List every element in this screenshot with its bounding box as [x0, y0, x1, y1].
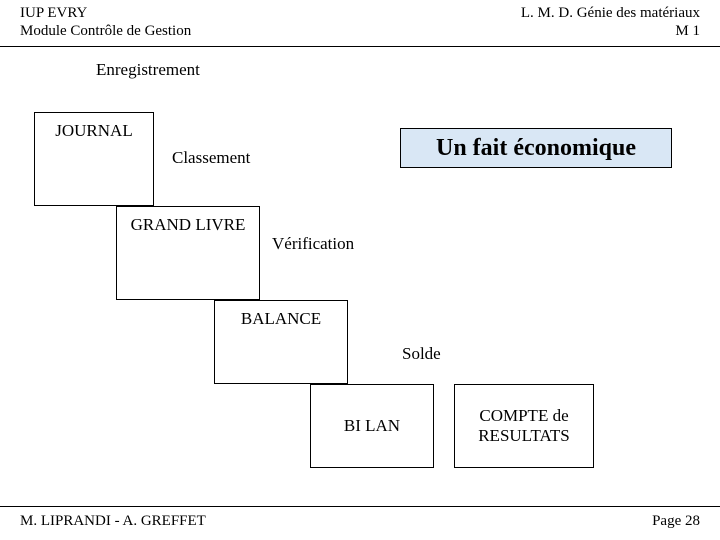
box-bilan-text: BI LAN	[344, 416, 400, 436]
header-right: L. M. D. Génie des matériaux M 1	[521, 4, 700, 40]
header: IUP EVRY Module Contrôle de Gestion L. M…	[0, 0, 720, 47]
header-left-line2: Module Contrôle de Gestion	[20, 22, 191, 40]
box-balance-text: BALANCE	[241, 309, 321, 329]
label-classement: Classement	[172, 148, 250, 168]
label-solde: Solde	[402, 344, 441, 364]
highlight-fait-economique: Un fait économique	[400, 128, 672, 168]
header-right-line1: L. M. D. Génie des matériaux	[521, 4, 700, 22]
highlight-text: Un fait économique	[436, 135, 636, 162]
box-bilan: BI LAN	[310, 384, 434, 468]
footer: M. LIPRANDI - A. GREFFET Page 28	[0, 506, 720, 540]
label-verification: Vérification	[272, 234, 354, 254]
box-compte-line2: RESULTATS	[478, 426, 570, 446]
box-compte-resultats: COMPTE de RESULTATS	[454, 384, 594, 468]
label-enregistrement: Enregistrement	[96, 60, 200, 80]
header-left-line1: IUP EVRY	[20, 4, 191, 22]
header-right-line2: M 1	[675, 22, 700, 40]
footer-left: M. LIPRANDI - A. GREFFET	[20, 513, 206, 530]
header-left: IUP EVRY Module Contrôle de Gestion	[20, 4, 191, 40]
box-journal: JOURNAL	[34, 112, 154, 206]
footer-right: Page 28	[652, 513, 700, 530]
box-compte-line1: COMPTE de	[479, 406, 568, 426]
box-balance: BALANCE	[214, 300, 348, 384]
box-journal-text: JOURNAL	[55, 121, 132, 141]
box-grand-livre-text: GRAND LIVRE	[131, 215, 246, 235]
box-grand-livre: GRAND LIVRE	[116, 206, 260, 300]
